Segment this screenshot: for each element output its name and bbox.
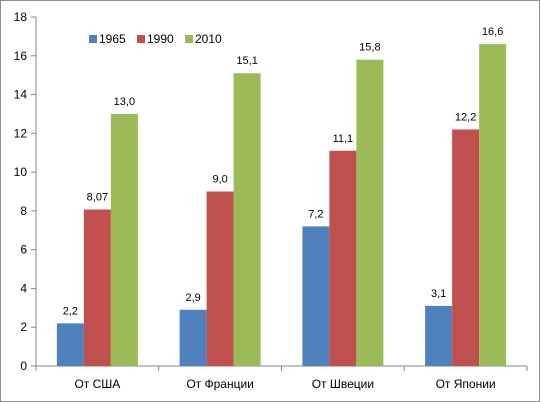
bar-1965-1	[179, 309, 207, 366]
legend-label: 1990	[147, 32, 174, 46]
bar-2010-3	[479, 44, 507, 367]
data-label: 13,0	[114, 96, 135, 108]
y-tick-label: 6	[20, 243, 27, 257]
bar-1965-0	[56, 323, 84, 366]
bar-2010-2	[356, 59, 384, 367]
legend-label: 1965	[99, 32, 126, 46]
data-label: 12,2	[455, 111, 476, 123]
y-tick-label: 18	[14, 10, 28, 24]
bar-1965-3	[425, 305, 453, 366]
bar-1990-3	[452, 129, 480, 366]
data-label: 8,07	[87, 192, 108, 204]
y-tick-label: 10	[14, 165, 28, 179]
data-label: 3,1	[431, 288, 446, 300]
y-tick-label: 14	[14, 88, 28, 102]
y-tick-label: 2	[20, 320, 27, 334]
y-tick-label: 8	[20, 204, 27, 218]
y-tick-label: 16	[14, 49, 28, 63]
data-label: 2,2	[63, 305, 78, 317]
bar-2010-0	[110, 113, 138, 366]
data-label: 16,6	[482, 26, 503, 38]
bar-1990-1	[206, 191, 234, 366]
y-tick-label: 12	[14, 126, 28, 140]
legend-swatch-2010	[185, 35, 193, 43]
data-label: 9,0	[212, 174, 227, 186]
x-tick-label: От Японии	[436, 377, 496, 391]
bar-1990-2	[329, 150, 357, 366]
data-label: 15,1	[236, 55, 257, 67]
legend-swatch-1965	[89, 35, 97, 43]
legend-label: 2010	[195, 32, 222, 46]
y-tick-label: 4	[20, 281, 27, 295]
legend-swatch-1990	[137, 35, 145, 43]
x-tick-label: От Франции	[186, 377, 254, 391]
x-tick-label: От Швеции	[312, 377, 374, 391]
x-tick-label: От США	[74, 377, 120, 391]
bar-1990-0	[83, 209, 111, 366]
data-label: 7,2	[308, 208, 323, 220]
data-label: 15,8	[359, 42, 380, 54]
data-label: 11,1	[333, 133, 354, 145]
bar-1965-2	[302, 226, 330, 366]
data-label: 2,9	[185, 292, 200, 304]
y-tick-label: 0	[20, 359, 27, 373]
bar-2010-1	[233, 73, 261, 366]
